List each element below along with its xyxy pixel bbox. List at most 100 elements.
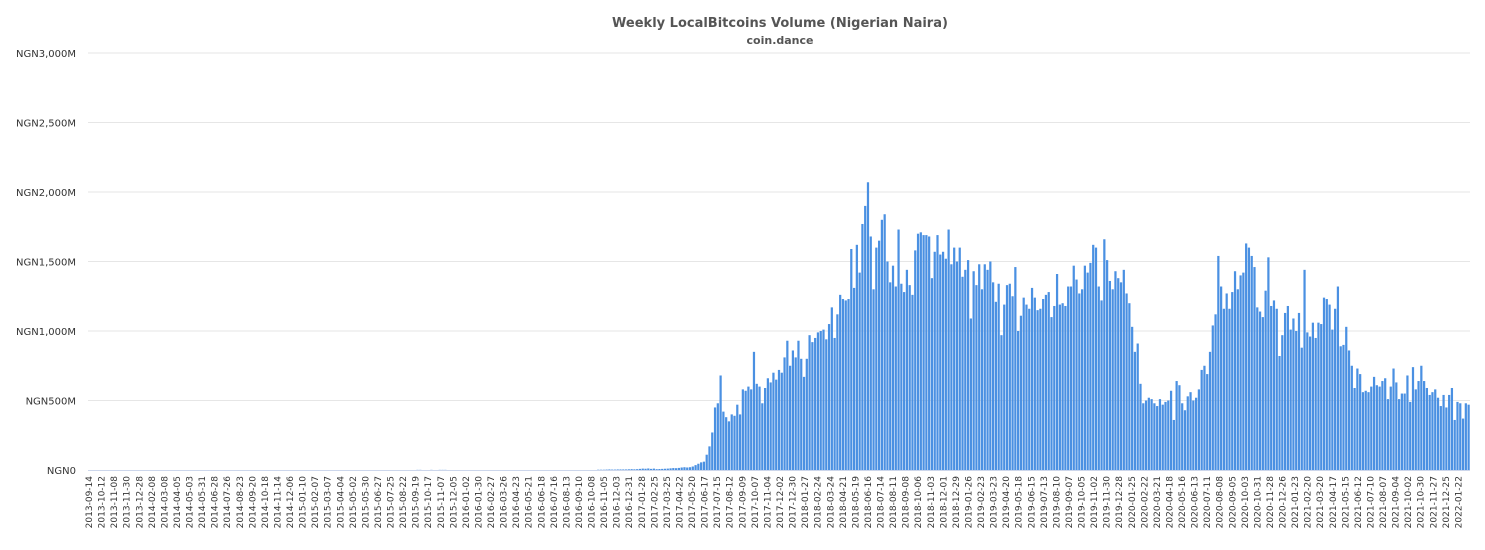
bar — [919, 232, 922, 470]
x-tick-label: 2017-12-30 — [789, 476, 799, 529]
chart-title: Weekly LocalBitcoins Volume (Nigerian Na… — [612, 16, 948, 31]
bar — [1448, 394, 1451, 470]
bar — [1131, 326, 1134, 470]
bar — [1214, 314, 1217, 470]
bar — [644, 468, 647, 470]
bar — [947, 229, 950, 470]
x-tick-label: 2019-08-10 — [1052, 476, 1062, 529]
bar — [903, 292, 906, 470]
bar — [1117, 278, 1120, 470]
bar — [733, 415, 736, 470]
bar — [730, 414, 733, 470]
bar — [1222, 308, 1226, 470]
bar — [775, 379, 778, 470]
bar — [1325, 299, 1328, 470]
bar — [955, 261, 959, 470]
bar — [839, 294, 842, 470]
x-tick-label: 2016-11-05 — [600, 476, 610, 528]
bar — [1072, 265, 1075, 470]
x-tick-label: 2018-06-16 — [864, 476, 874, 529]
x-tick-label: 2016-05-21 — [525, 476, 535, 528]
bar — [816, 332, 820, 470]
bar — [1367, 392, 1370, 470]
bar — [713, 407, 717, 470]
bar — [755, 383, 758, 470]
x-tick-label: 2016-01-30 — [474, 476, 484, 529]
bar — [1428, 394, 1431, 470]
x-tick-label: 2016-07-16 — [550, 476, 560, 529]
bar — [772, 372, 775, 470]
bar — [1283, 312, 1287, 470]
bar — [1414, 389, 1417, 470]
bar — [1317, 322, 1320, 470]
bar — [1281, 335, 1284, 470]
x-tick-label: 2016-01-02 — [462, 476, 472, 528]
bar — [1003, 304, 1006, 470]
x-tick-label: 2015-09-19 — [412, 476, 422, 529]
x-tick-label: 2015-05-02 — [349, 476, 359, 528]
x-tick-label: 2018-08-11 — [889, 476, 899, 528]
bar — [663, 468, 667, 470]
bar — [961, 276, 964, 470]
x-tick-label: 2020-07-11 — [1203, 476, 1213, 528]
bar — [705, 454, 708, 470]
bar — [1461, 418, 1465, 470]
x-tick-label: 2019-11-02 — [1090, 476, 1100, 528]
bar — [1050, 317, 1053, 470]
bar — [811, 342, 814, 470]
x-tick-label: 2019-10-05 — [1078, 476, 1088, 528]
x-tick-label: 2017-03-25 — [663, 476, 673, 528]
bar — [858, 272, 861, 470]
x-tick-label: 2020-12-26 — [1279, 476, 1289, 529]
bar — [1055, 274, 1059, 470]
bar — [669, 468, 672, 470]
x-tick-label: 2021-04-17 — [1329, 476, 1339, 528]
x-tick-label: 2022-01-22 — [1454, 476, 1464, 528]
bar — [1186, 396, 1189, 470]
bar — [1094, 247, 1098, 470]
bar — [633, 469, 636, 470]
x-tick-label: 2013-10-12 — [98, 476, 108, 528]
y-tick-label: NGN1,000M — [16, 327, 76, 338]
x-tick-label: 2014-08-23 — [236, 476, 246, 528]
x-tick-label: 2014-04-05 — [173, 476, 183, 528]
bar — [1000, 335, 1003, 470]
bar — [1442, 394, 1445, 470]
bar — [978, 264, 981, 470]
x-tick-label: 2018-02-24 — [814, 476, 824, 529]
bar — [916, 233, 920, 470]
bar — [1334, 308, 1337, 470]
x-tick-label: 2014-10-18 — [261, 476, 271, 529]
bar — [883, 214, 886, 470]
bar — [891, 265, 895, 470]
x-tick-label: 2016-02-27 — [487, 476, 497, 528]
bar — [1233, 271, 1237, 470]
bar — [744, 390, 747, 470]
bar — [836, 314, 839, 470]
bar — [783, 357, 786, 470]
bar — [819, 331, 822, 470]
bar — [1208, 351, 1212, 470]
x-tick-label: 2018-12-29 — [952, 476, 962, 529]
x-axis-labels: 2013-09-14 2013-10-12 2013-11-08 2013-11-30… — [85, 476, 1464, 529]
bar — [1361, 392, 1365, 470]
bar — [1206, 374, 1209, 470]
bar — [691, 466, 694, 470]
x-tick-label: 2014-03-08 — [160, 476, 170, 529]
x-tick-label: 2015-02-07 — [311, 476, 321, 528]
x-tick-label: 2020-10-03 — [1241, 476, 1251, 528]
x-tick-label: 2018-04-21 — [839, 476, 849, 528]
bar — [1036, 310, 1039, 470]
x-tick-label: 2018-07-14 — [877, 476, 887, 529]
bar — [1028, 308, 1031, 470]
bar — [1386, 399, 1390, 470]
bar — [1359, 374, 1362, 470]
bar — [694, 465, 697, 470]
bar — [880, 219, 883, 470]
y-tick-label: NGN0 — [47, 466, 76, 477]
bar — [1308, 336, 1312, 470]
bar — [1278, 356, 1281, 470]
bar — [1217, 255, 1220, 470]
x-tick-label: 2015-01-10 — [299, 476, 309, 529]
